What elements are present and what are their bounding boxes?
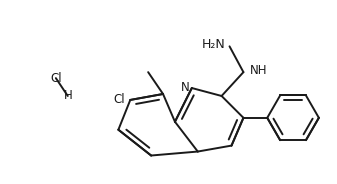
Text: H: H (63, 89, 72, 102)
Text: H₂N: H₂N (202, 38, 225, 51)
Text: N: N (181, 81, 190, 93)
Text: Cl: Cl (50, 72, 62, 85)
Text: NH: NH (249, 64, 267, 77)
Text: Cl: Cl (114, 93, 125, 106)
